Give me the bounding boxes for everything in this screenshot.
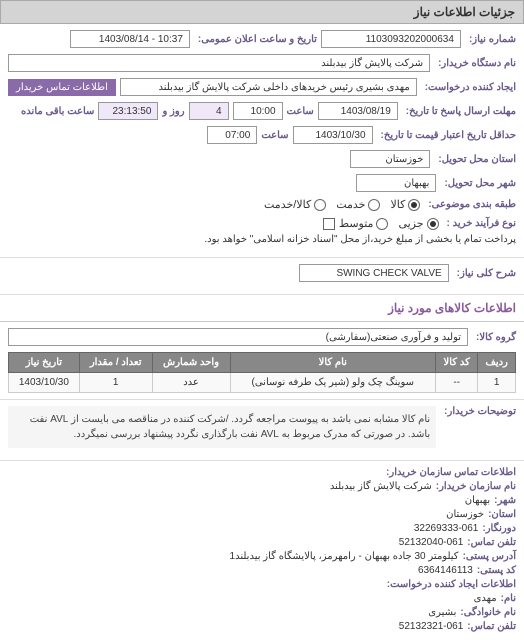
creator-label: ایجاد کننده درخواست:	[425, 82, 516, 93]
radio-kala-label: کالا	[390, 198, 405, 211]
td-date: 1403/10/30	[9, 373, 80, 393]
contact-city-value: بهبهان	[465, 495, 490, 506]
th-date: تاریخ نیاز	[9, 353, 80, 373]
page-header: جزئیات اطلاعات نیاز	[0, 0, 524, 24]
contact-info-button[interactable]: اطلاعات تماس خریدار	[8, 79, 116, 96]
items-table: ردیف کد کالا نام کالا واحد شمارش تعداد /…	[8, 352, 516, 393]
validity-time-label: ساعت	[261, 130, 288, 141]
th-name: نام کالا	[230, 353, 436, 373]
radio-jozi-circle	[427, 218, 439, 230]
contact-fax-label: دورنگار:	[482, 523, 516, 534]
delivery-city-label: شهر محل تحویل:	[444, 178, 516, 189]
radio-khadamat-label: خدمت	[336, 198, 365, 211]
deadline-time-label: ساعت	[287, 106, 314, 117]
group-value: تولید و فرآوری صنعتی(سفارشی)	[8, 328, 468, 346]
contact-org-label: نام سازمان خریدار:	[436, 481, 516, 492]
deadline-label: مهلت ارسال پاسخ تا تاریخ:	[406, 106, 516, 117]
radio-jozi-label: جزیی	[398, 217, 423, 230]
radio-motavaset-label: متوسط	[339, 217, 374, 230]
req-number-value: 1103093202000634	[321, 30, 461, 48]
req-number-label: شماره نیاز:	[469, 34, 516, 45]
category-radio-group: کالا خدمت کالا/خدمت	[264, 198, 420, 211]
radio-khadamat-circle	[368, 199, 380, 211]
deadline-time-value: 10:00	[233, 102, 283, 120]
th-qty: تعداد / مقدار	[79, 353, 152, 373]
main-fields-section: شماره نیاز: 1103093202000634 تاریخ و ساع…	[0, 24, 524, 258]
contact-address-value: کیلومتر 30 جاده بهبهان - رامهرمز، پالایش…	[230, 551, 459, 562]
contact-postal-label: کد پستی:	[477, 565, 516, 576]
th-code: کد کالا	[436, 353, 478, 373]
contact-city-label: شهر:	[494, 495, 516, 506]
contact-postal-value: 6364146113	[418, 565, 473, 576]
creator-name-label: نام:	[501, 593, 516, 604]
radio-motavaset-circle	[376, 218, 388, 230]
items-section: گروه کالا: تولید و فرآوری صنعتی(سفارشی) …	[0, 322, 524, 400]
radio-kala-khadamat[interactable]: کالا/خدمت	[264, 198, 326, 211]
contact-fax-value: 32269333-061	[414, 523, 479, 534]
delivery-province-value: خوزستان	[350, 150, 430, 168]
radio-kala-khadamat-circle	[314, 199, 326, 211]
buyer-notes-text: نام کالا مشابه نمی باشد به پیوست مراجعه …	[8, 406, 436, 448]
creator-tel-value: 52132321-061	[399, 621, 464, 632]
buyer-notes-section: توضیحات خریدار: نام کالا مشابه نمی باشد …	[0, 400, 524, 461]
creator-value: مهدی بشیری رئیس خریدهای داخلی شرکت پالای…	[120, 78, 417, 96]
payment-note: پرداخت تمام یا بخشی از مبلغ خرید،از محل …	[204, 234, 516, 245]
contact-org-value: شرکت پالایش گاز بیدبلند	[330, 481, 432, 492]
radio-motavaset[interactable]: متوسط	[339, 217, 389, 230]
payment-type-label: نوع فرآیند خرید :	[447, 218, 516, 229]
creator-family-value: بشیری	[428, 607, 456, 618]
announce-date-value: 10:37 - 1403/08/14	[70, 30, 190, 48]
delivery-city-value: بهبهان	[356, 174, 436, 192]
creator-name-value: مهدی	[474, 593, 497, 604]
remaining-value: 23:13:50	[98, 102, 158, 120]
radio-kala-khadamat-label: کالا/خدمت	[264, 198, 311, 211]
td-unit: عدد	[152, 373, 230, 393]
need-desc-section: شرح کلی نیاز: SWING CHECK VALVE	[0, 258, 524, 295]
payment-radio-group: جزیی متوسط	[339, 217, 439, 230]
contact-info-section: اطلاعات تماس سازمان خریدار: نام سازمان خ…	[0, 461, 524, 641]
creator-tel-label: تلفن تماس:	[467, 621, 516, 632]
buyer-notes-label: توضیحات خریدار:	[444, 406, 516, 417]
days-value: 4	[189, 102, 229, 120]
page-title: جزئیات اطلاعات نیاز	[414, 5, 515, 19]
need-desc-value: SWING CHECK VALVE	[299, 264, 449, 282]
td-qty: 1	[79, 373, 152, 393]
org-name-value: شرکت پالایش گاز بیدبلند	[8, 54, 430, 72]
validity-date-value: 1403/10/30	[293, 126, 373, 144]
th-row: ردیف	[478, 353, 516, 373]
validity-time-value: 07:00	[207, 126, 257, 144]
radio-khadamat[interactable]: خدمت	[336, 198, 380, 211]
table-row: 1 -- سوینگ چک ولو (شیر یک طرفه نوسانی) ع…	[9, 373, 516, 393]
radio-kala-circle	[408, 199, 420, 211]
payment-checkbox[interactable]	[323, 218, 335, 230]
org-name-label: نام دستگاه خریدار:	[438, 58, 516, 69]
contact-address-label: آدرس پستی:	[463, 551, 516, 562]
validity-label: حداقل تاریخ اعتبار قیمت تا تاریخ:	[381, 130, 516, 141]
td-code: --	[436, 373, 478, 393]
th-unit: واحد شمارش	[152, 353, 230, 373]
td-row: 1	[478, 373, 516, 393]
contact-province-value: خوزستان	[446, 509, 484, 520]
delivery-province-label: استان محل تحویل:	[438, 154, 516, 165]
days-label: روز و	[162, 106, 184, 117]
contact-phone-label: تلفن تماس:	[467, 537, 516, 548]
td-name: سوینگ چک ولو (شیر یک طرفه نوسانی)	[230, 373, 436, 393]
need-desc-label: شرح کلی نیاز:	[457, 268, 516, 279]
announce-date-label: تاریخ و ساعت اعلان عمومی:	[198, 34, 317, 45]
radio-kala[interactable]: کالا	[390, 198, 420, 211]
contact-title: اطلاعات تماس سازمان خریدار:	[386, 467, 516, 478]
contact-phone-value: 52132040-061	[399, 537, 464, 548]
radio-jozi[interactable]: جزیی	[398, 217, 438, 230]
deadline-date-value: 1403/08/19	[318, 102, 398, 120]
creator-family-label: نام خانوادگی:	[460, 607, 516, 618]
group-label: گروه کالا:	[476, 332, 516, 343]
contact-province-label: استان:	[488, 509, 516, 520]
remaining-label: ساعت باقی مانده	[21, 106, 94, 117]
creator-info-label: اطلاعات ایجاد کننده درخواست:	[387, 579, 516, 590]
items-section-title: اطلاعات کالاهای مورد نیاز	[0, 295, 524, 322]
subject-category-label: طبقه بندی موضوعی:	[428, 199, 516, 210]
